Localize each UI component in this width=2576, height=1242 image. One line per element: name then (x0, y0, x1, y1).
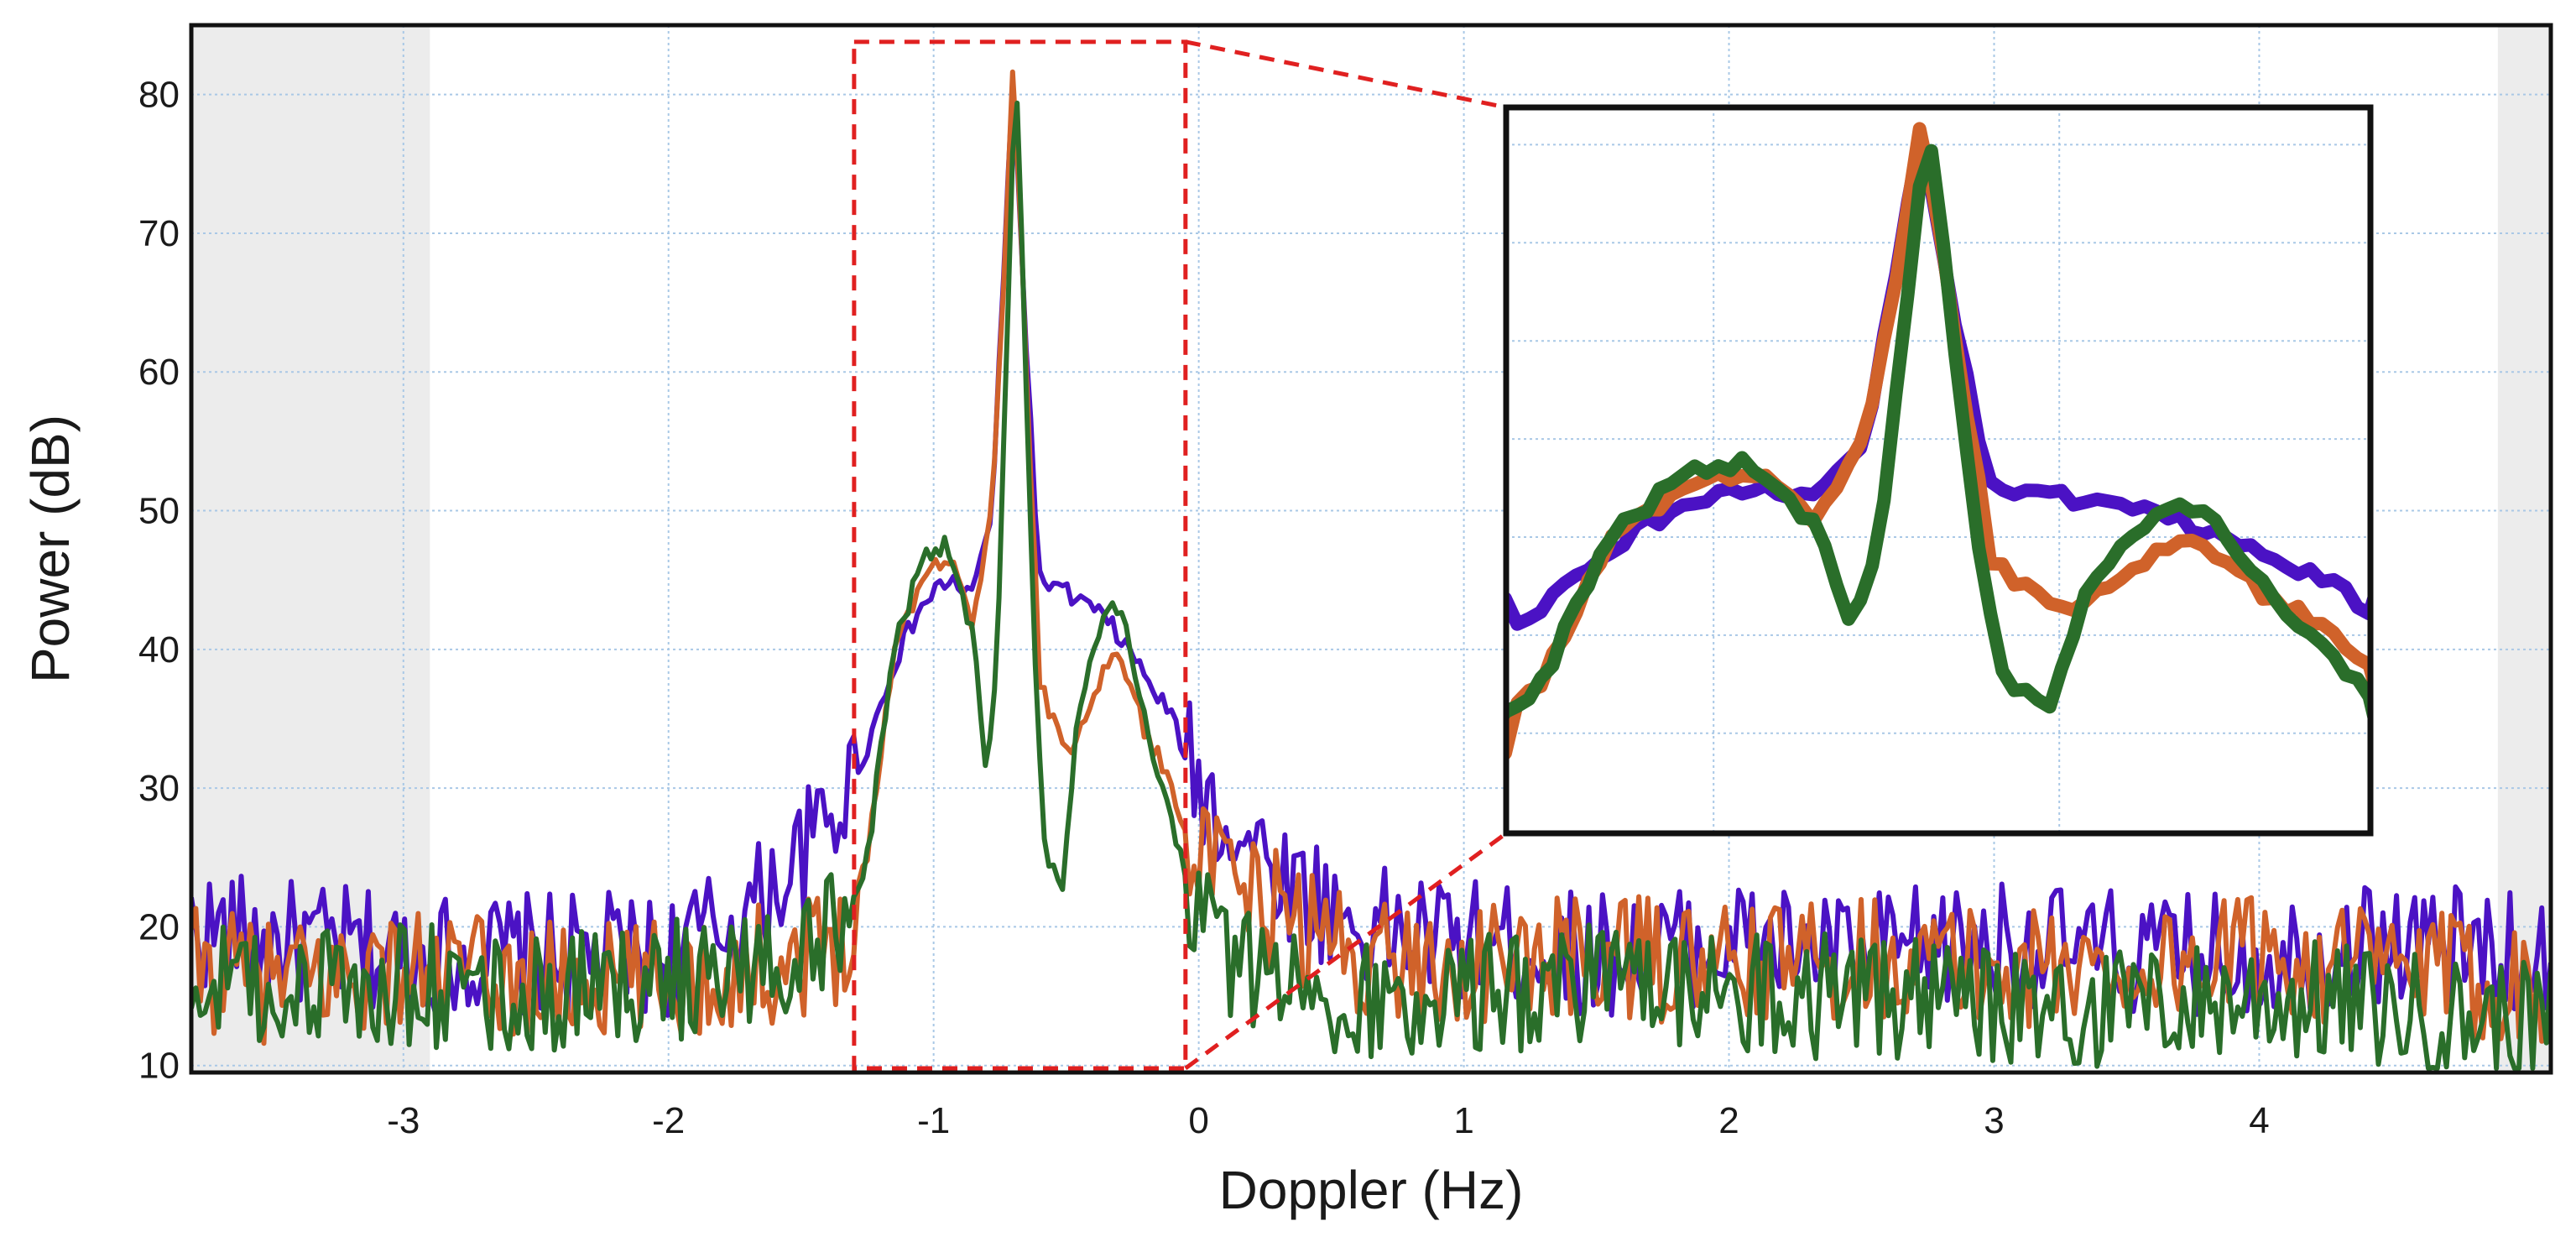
plot-frame (189, 23, 2553, 1075)
inset-frame (1503, 104, 2374, 837)
y-tick-label: 50 (138, 491, 180, 532)
x-tick-label: 0 (1188, 1100, 1208, 1141)
inset-series-line-2 (1506, 144, 2370, 731)
x-tick-label: -3 (387, 1100, 420, 1141)
y-tick-label: 80 (138, 75, 180, 116)
x-tick-label: -2 (652, 1100, 685, 1141)
y-tick-label: 10 (138, 1046, 180, 1087)
y-tick-label: 40 (138, 629, 180, 671)
zoom-highlight-box (852, 39, 1188, 1071)
inset-connector-top (1185, 39, 1507, 110)
x-tick-label: -1 (917, 1100, 950, 1141)
y-tick-label: 20 (138, 906, 180, 947)
axis-labels: -3 -2 -1 0 1 2 3 4 10 20 30 40 50 60 70 80 Doppler (Hz) P… (20, 75, 2270, 1220)
x-tick-label: 1 (1453, 1100, 1473, 1141)
x-tick-label: 2 (1718, 1100, 1739, 1141)
x-tick-label: 3 (1984, 1100, 2004, 1141)
zoom-inset (1184, 39, 2374, 1071)
x-tick-label: 4 (2249, 1100, 2269, 1141)
y-tick-label: 70 (138, 213, 180, 254)
inset-connector-bottom (1184, 831, 1508, 1071)
series-line-2 (191, 100, 2551, 1071)
y-tick-label: 30 (138, 768, 180, 809)
y-tick-label: 60 (138, 352, 180, 393)
y-axis-title: Power (dB) (20, 415, 81, 683)
shaded-region-1 (2497, 25, 2551, 1072)
x-axis-title: Doppler (Hz) (1219, 1160, 1524, 1220)
